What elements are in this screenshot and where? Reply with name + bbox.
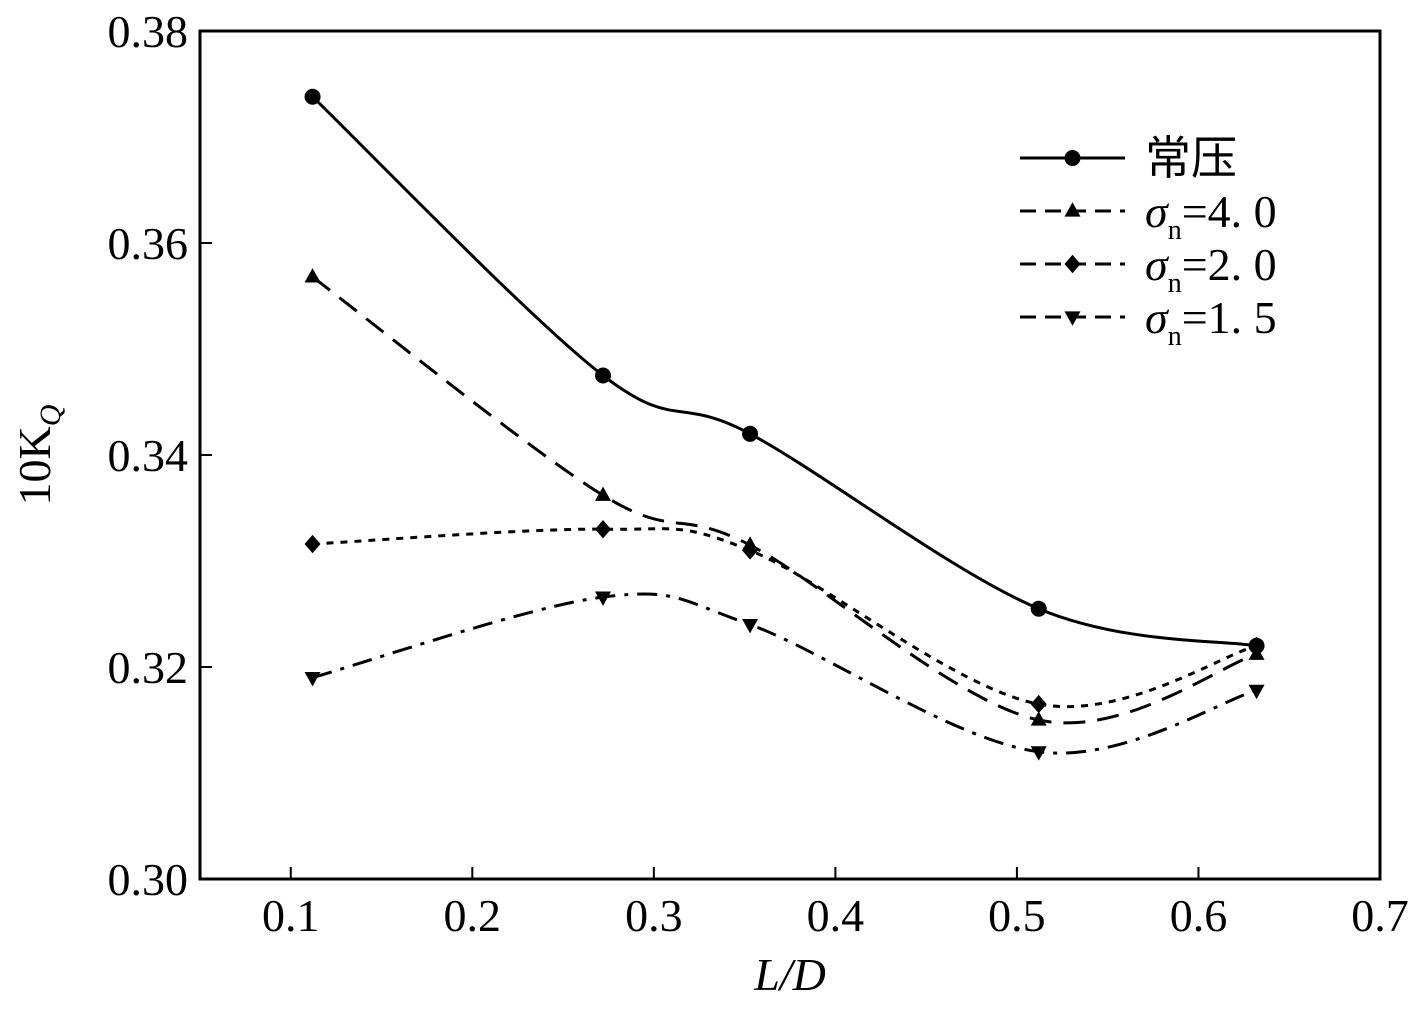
data-point-triangle-up (595, 486, 612, 501)
data-point-diamond (1248, 636, 1265, 655)
legend-label: σn=1. 5 (1145, 292, 1277, 352)
legend-label-symbol: σ (1145, 292, 1170, 343)
y-axis-label: 10KQ (9, 404, 67, 505)
data-point-circle (742, 425, 759, 442)
legend-marker-triangle-up (1064, 202, 1081, 217)
data-point-triangle-down (595, 591, 612, 606)
data-point-diamond (304, 534, 321, 554)
legend-marker-diamond (1064, 254, 1081, 274)
data-point-circle (595, 367, 612, 384)
series-line-0 (311, 95, 1257, 648)
legend-label: σn=2. 0 (1145, 239, 1277, 299)
x-tick-label: 0.6 (1170, 890, 1228, 941)
legend-marker-triangle-down (1064, 311, 1081, 326)
data-point-triangle-down (304, 672, 321, 687)
y-tick-label: 0.30 (108, 854, 189, 905)
y-axis-label-subscript: Q (34, 404, 67, 426)
data-point-circle (1030, 600, 1047, 617)
y-tick-label: 0.36 (108, 218, 189, 269)
data-point-triangle-down (1248, 684, 1265, 700)
data-point-circle (304, 88, 321, 105)
legend-label-rest: =4. 0 (1182, 186, 1277, 237)
legend-label-symbol: σ (1145, 186, 1170, 237)
x-tick-label: 0.2 (444, 890, 502, 941)
data-point-triangle-up (304, 268, 321, 283)
data-point-diamond (1030, 694, 1047, 714)
legend-label-symbol: σ (1145, 239, 1170, 290)
series-lines (311, 95, 1257, 755)
x-tick-label: 0.3 (625, 890, 683, 941)
legend-label-rest: =2. 0 (1182, 239, 1277, 290)
series-markers (304, 88, 1265, 761)
legend-label-rest: =1. 5 (1182, 292, 1277, 343)
data-point-triangle-up (1030, 711, 1047, 726)
series-line-1 (311, 275, 1257, 725)
series-line-2 (312, 527, 1257, 709)
legend-label: σn=4. 0 (1145, 186, 1277, 246)
legend-label-subscript: n (1168, 215, 1182, 246)
data-point-diamond (742, 541, 759, 560)
legend-label: 常压 (1145, 133, 1237, 184)
x-axis-label: L/D (753, 949, 826, 1000)
y-tick-label: 0.38 (108, 6, 189, 57)
data-point-diamond (595, 520, 612, 539)
y-tick-label: 0.34 (108, 430, 189, 481)
x-tick-label: 0.4 (807, 890, 865, 941)
x-tick-label: 0.5 (988, 890, 1046, 941)
legend-label-subscript: n (1168, 268, 1182, 299)
data-point-triangle-down (1030, 746, 1047, 761)
data-point-triangle-down (742, 619, 759, 634)
y-tick-label: 0.32 (108, 642, 189, 693)
x-tick-label: 0.1 (262, 890, 320, 941)
axis-ticks: 0.1 0.2 0.3 0.4 0.5 0.6 0.7 0.30 0.32 0.34 0.36 0.3… (108, 6, 1409, 941)
legend-label-subscript: n (1168, 321, 1182, 352)
x-tick-label: 0.7 (1351, 890, 1409, 941)
legend-marker-circle (1064, 150, 1081, 166)
series-line-3 (312, 592, 1257, 755)
y-axis-label-prefix: 10K (9, 426, 60, 505)
